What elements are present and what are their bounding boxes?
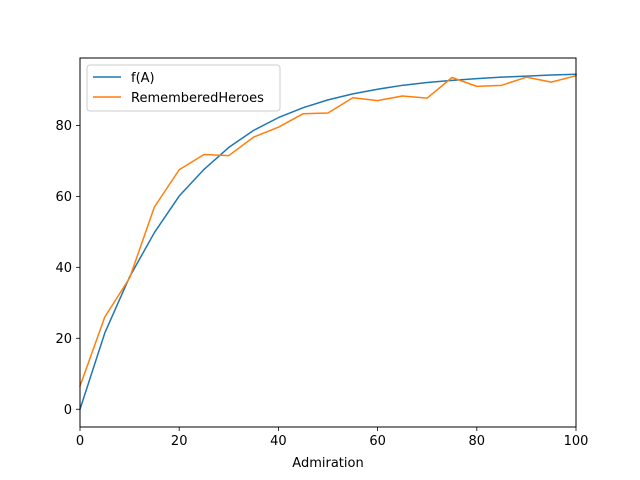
x-tick-label: 0: [76, 434, 84, 449]
y-axis-ticks: 0 20 40 60 80: [55, 119, 80, 418]
legend-label-1: RememberedHeroes: [131, 91, 264, 106]
series-line-0: [79, 73, 577, 411]
y-tick-label: 40: [55, 261, 72, 276]
y-tick-label: 60: [55, 190, 72, 205]
legend-label-0: f(A): [131, 71, 155, 86]
legend: f(A) RememberedHeroes: [86, 64, 281, 112]
x-tick-label: 80: [469, 434, 486, 449]
y-tick-label: 80: [55, 119, 72, 134]
plot-frame: [79, 57, 577, 428]
x-axis-label: Admiration: [292, 456, 363, 471]
x-tick-label: 60: [369, 434, 386, 449]
legend-box: [86, 64, 281, 112]
y-tick-label: 20: [55, 332, 72, 347]
y-tick-label: 0: [64, 403, 72, 418]
x-axis-ticks: 0 20 40 60 80 100: [76, 427, 589, 449]
series-line-1: [79, 74, 577, 388]
series-layer: [79, 73, 577, 411]
x-tick-label: 20: [171, 434, 188, 449]
plot-area: [79, 57, 577, 428]
x-tick-label: 100: [564, 434, 589, 449]
x-tick-label: 40: [270, 434, 287, 449]
